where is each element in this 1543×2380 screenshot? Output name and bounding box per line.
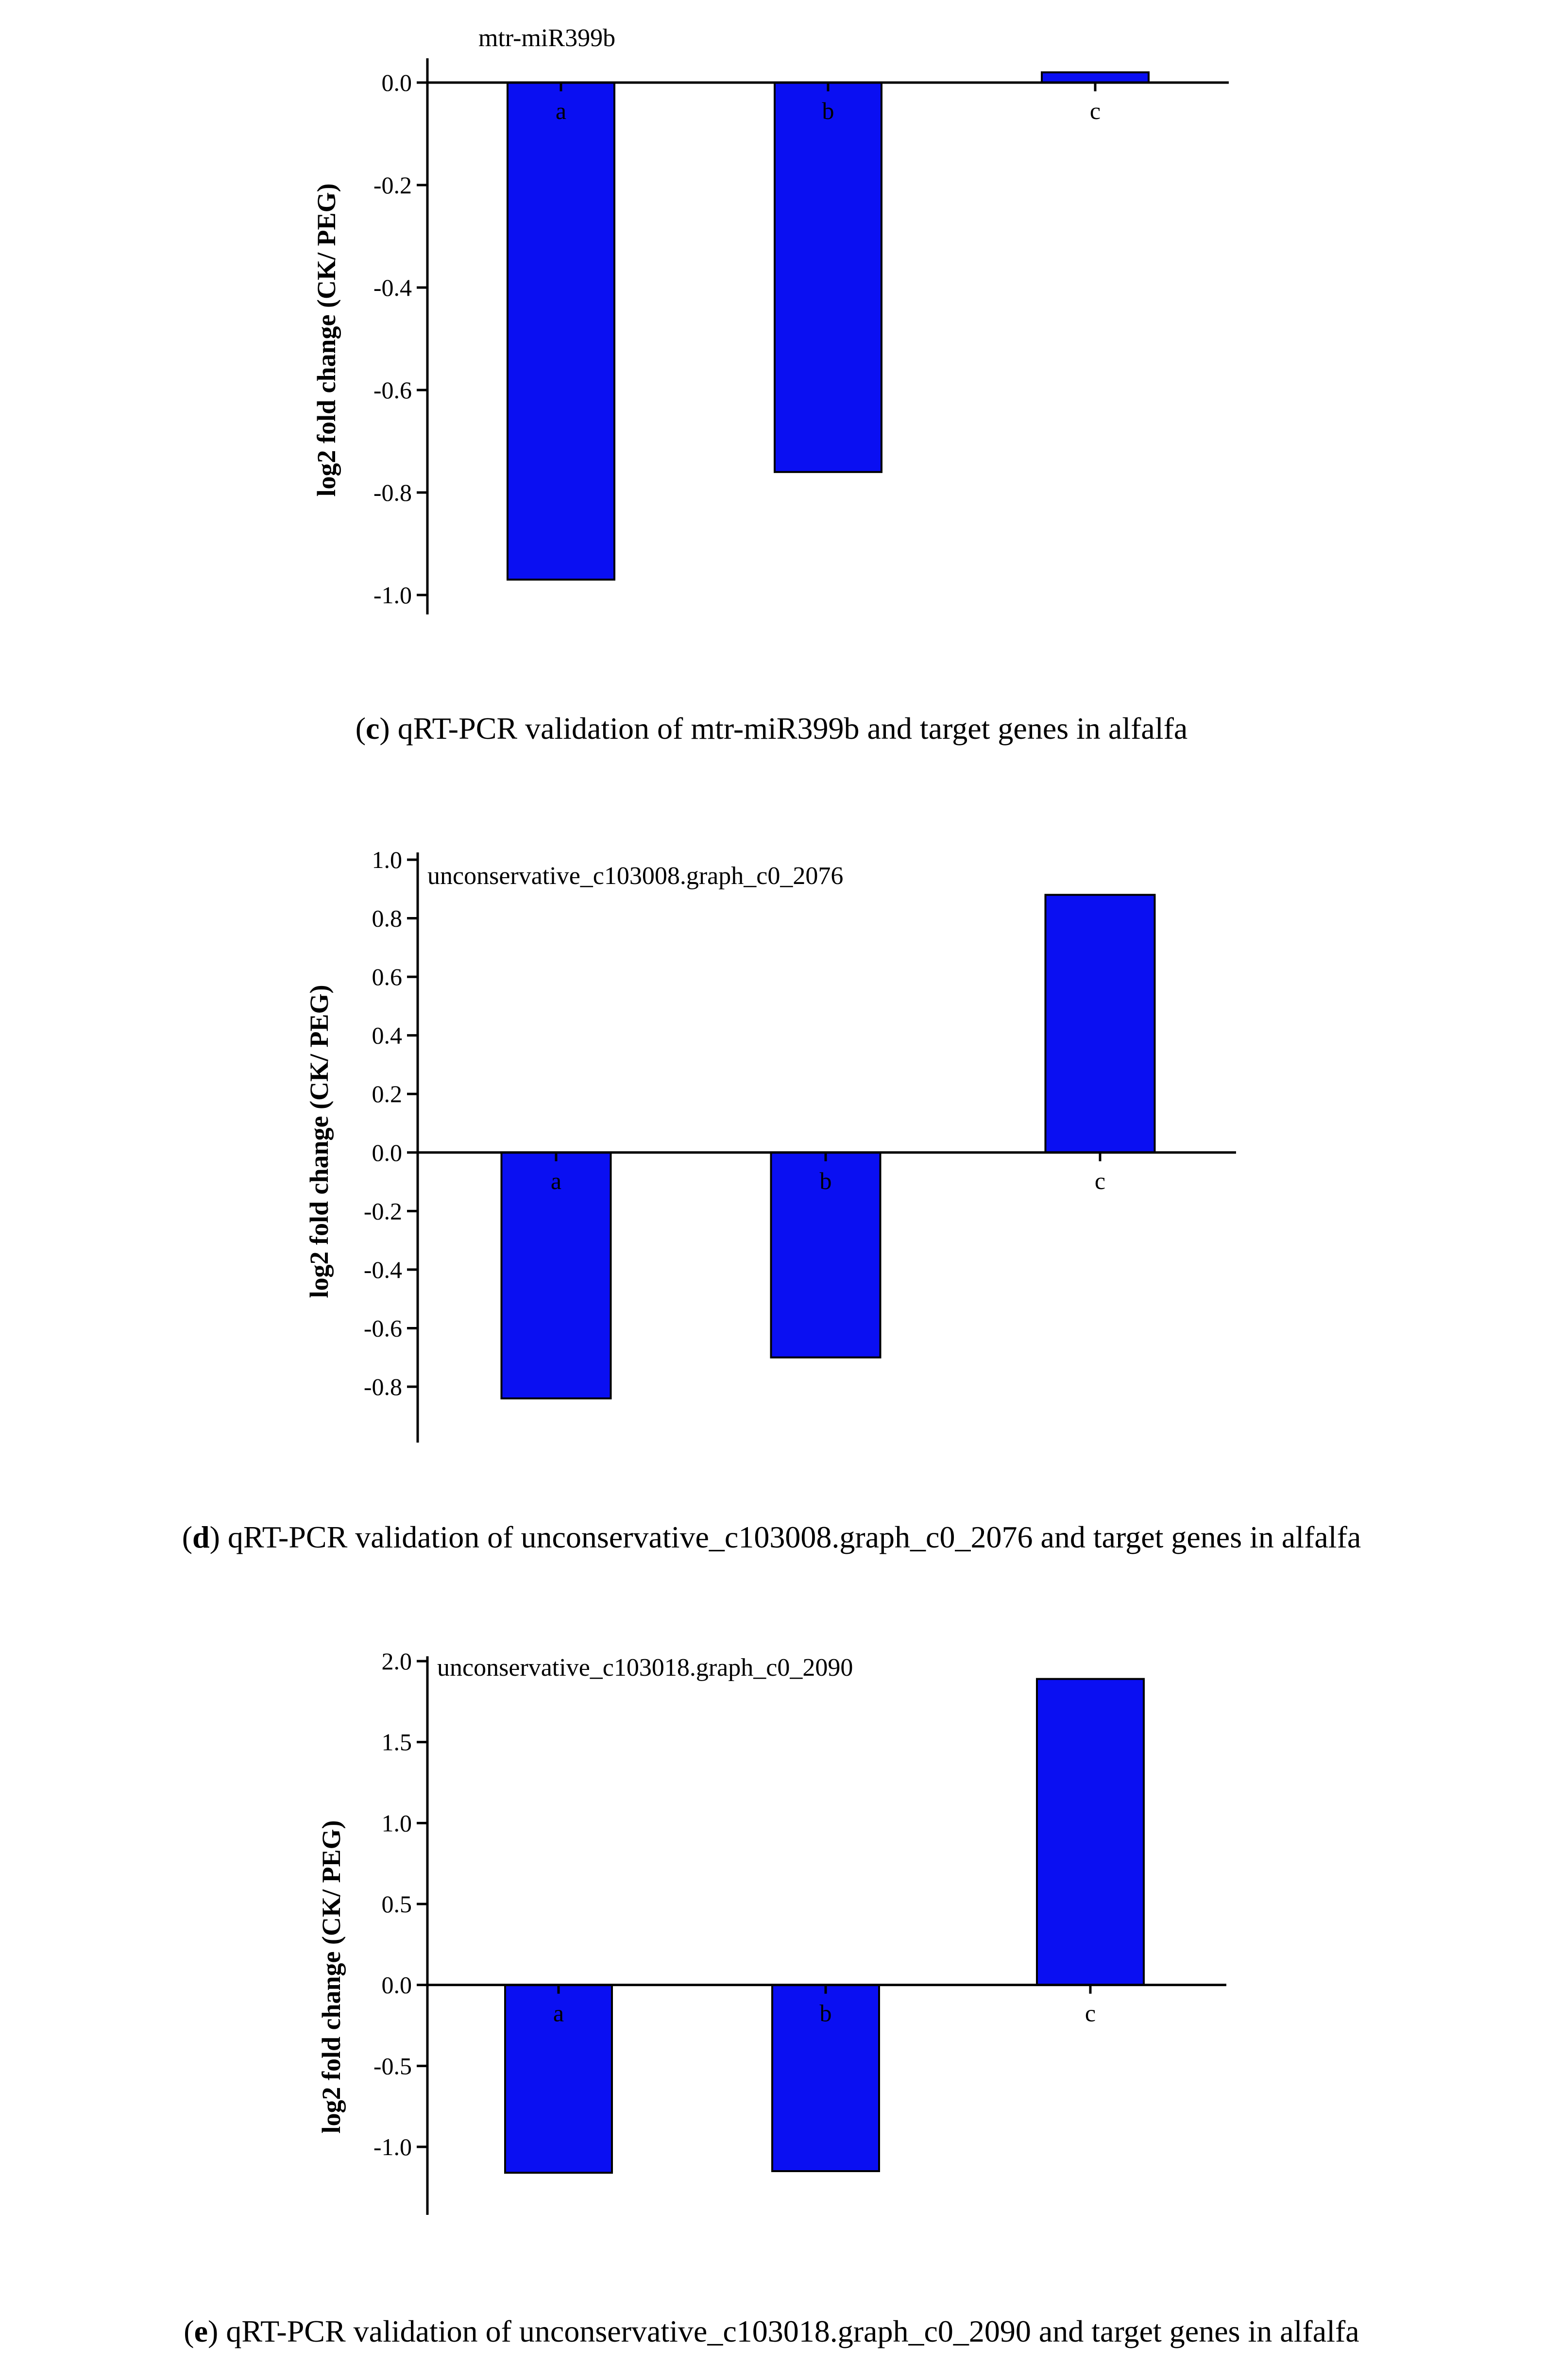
y-tick-label-d: 0.6 — [372, 963, 403, 990]
chart-panel-d: 1.0 0.8 0.6 0.4 0.2 0.0 -0.2 -0.4 -0.6 -0.8 a b c unc… — [0, 826, 1543, 1472]
y-axis-label-d: log2 fold change (CK/ PEG) — [305, 985, 334, 1298]
bar-e-b — [771, 1984, 880, 2173]
y-tick-label-c: 0.0 — [382, 69, 412, 96]
caption-d-label: d — [192, 1520, 210, 1554]
bar-e-c — [1036, 1678, 1145, 1986]
chart-panel-c: 0.0 -0.2 -0.4 -0.6 -0.8 -1.0 a b c mtr-miR399b log… — [0, 0, 1543, 646]
chart-title-d: unconservative_c103008.graph_c0_2076 — [427, 862, 843, 890]
category-label-c-a: a — [556, 97, 566, 124]
caption-e-text: qRT-PCR validation of unconservative_c10… — [226, 2314, 1359, 2348]
y-tick-label-d: 0.2 — [372, 1080, 403, 1107]
category-label-d-b: b — [820, 1167, 832, 1194]
y-tick-label-c: -0.4 — [373, 274, 412, 301]
chart-c-svg: 0.0 -0.2 -0.4 -0.6 -0.8 -1.0 a b c mtr-miR399b log… — [312, 24, 1229, 614]
y-tick-label-e: 0.0 — [382, 1972, 412, 1999]
caption-e: (e) qRT-PCR validation of unconservative… — [184, 2314, 1359, 2348]
y-tick-label-c: -0.2 — [373, 171, 412, 199]
bar-d-c — [1044, 894, 1156, 1154]
y-tick-label-d: 0.0 — [372, 1139, 403, 1166]
category-label-c-c: c — [1090, 97, 1101, 124]
category-label-e-c: c — [1085, 2000, 1096, 2027]
y-tick-label-e: 0.5 — [382, 1890, 412, 1918]
category-label-e-a: a — [553, 2000, 564, 2027]
chart-panel-e: 2.0 1.5 1.0 0.5 0.0 -0.5 -1.0 a b c unconservative… — [0, 1617, 1543, 2263]
caption-d-text: qRT-PCR validation of unconservative_c10… — [227, 1520, 1361, 1554]
y-tick-label-e: 1.0 — [382, 1809, 412, 1836]
y-axis-label-c: log2 fold change (CK/ PEG) — [312, 184, 341, 497]
y-axis-label-e: log2 fold change (CK/ PEG) — [317, 1820, 346, 2134]
y-tick-label-c: -1.0 — [373, 581, 412, 609]
y-tick-label-d: 1.0 — [372, 846, 403, 873]
y-tick-label-d: -0.8 — [364, 1373, 402, 1400]
caption-d: (d) qRT-PCR validation of unconservative… — [182, 1520, 1361, 1554]
category-label-e-b: b — [820, 2000, 832, 2027]
bar-c-c — [1041, 71, 1150, 84]
bar-c-a — [507, 82, 615, 581]
chart-title-c: mtr-miR399b — [478, 24, 615, 52]
category-label-d-a: a — [551, 1167, 561, 1194]
y-tick-label-d: -0.4 — [364, 1256, 402, 1283]
y-tick-label-e: -0.5 — [373, 2052, 412, 2079]
y-tick-label-c: -0.6 — [373, 376, 412, 404]
y-tick-label-c: -0.8 — [373, 479, 412, 506]
bar-d-b — [770, 1151, 882, 1359]
caption-c: (c) qRT-PCR validation of mtr-miR399b an… — [355, 711, 1188, 746]
bar-e-a — [504, 1984, 613, 2174]
y-tick-label-d: -0.6 — [364, 1314, 402, 1342]
y-tick-label-e: 2.0 — [382, 1648, 412, 1675]
chart-e-svg: 2.0 1.5 1.0 0.5 0.0 -0.5 -1.0 a b c unconservative… — [317, 1648, 1226, 2215]
y-tick-label-d: -0.2 — [364, 1197, 402, 1224]
y-tick-label-e: -1.0 — [373, 2133, 412, 2160]
chart-title-e: unconservative_c103018.graph_c0_2090 — [437, 1654, 853, 1682]
y-tick-label-d: 0.8 — [372, 905, 403, 932]
y-tick-label-e: 1.5 — [382, 1729, 412, 1756]
caption-c-label: c — [366, 711, 380, 746]
caption-e-label: e — [194, 2314, 208, 2348]
bar-c-b — [774, 82, 882, 473]
category-label-d-c: c — [1095, 1167, 1105, 1194]
caption-c-text: qRT-PCR validation of mtr-miR399b and ta… — [397, 711, 1188, 746]
bar-d-a — [500, 1151, 612, 1400]
y-tick-label-d: 0.4 — [372, 1022, 403, 1049]
category-label-c-b: b — [822, 97, 834, 124]
chart-d-svg: 1.0 0.8 0.6 0.4 0.2 0.0 -0.2 -0.4 -0.6 -0.8 a b c unc… — [305, 846, 1236, 1443]
